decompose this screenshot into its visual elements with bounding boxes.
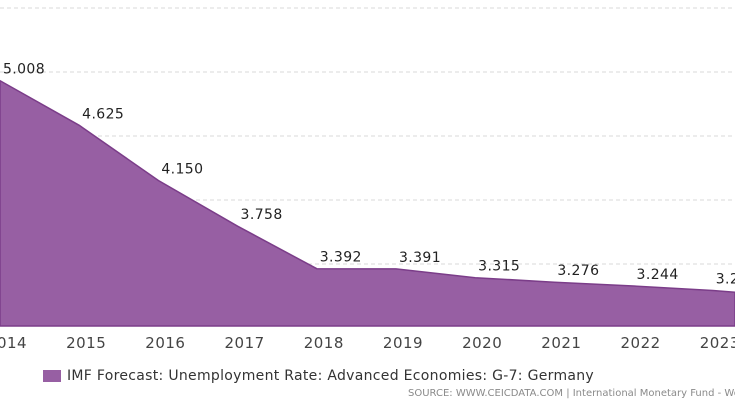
data-label-2020: 3.315 (478, 259, 520, 275)
x-tick-2018: 2018 (304, 334, 344, 352)
source-note: SOURCE: WWW.CEICDATA.COM | International… (408, 388, 735, 399)
data-label-2023: 3.205 (716, 272, 735, 288)
x-tick-2022: 2022 (621, 334, 661, 352)
legend-label: IMF Forecast: Unemployment Rate: Advance… (67, 368, 595, 384)
data-label-2017: 3.758 (241, 207, 283, 223)
data-series (0, 79, 735, 327)
data-label-2022: 3.244 (637, 267, 679, 283)
series-area (0, 79, 735, 327)
data-labels: 5.008 4.625 4.150 3.758 3.392 3.391 3.315 3.276… (3, 62, 735, 288)
x-tick-2016: 2016 (145, 334, 185, 352)
x-tick-2020: 2020 (462, 334, 502, 352)
x-tick-2015: 2015 (66, 334, 106, 352)
x-tick-2019: 2019 (383, 334, 423, 352)
legend[interactable]: IMF Forecast: Unemployment Rate: Advance… (43, 368, 594, 384)
x-tick-2023: 2023 (700, 334, 735, 352)
legend-swatch (43, 370, 61, 382)
data-label-2018: 3.392 (320, 250, 362, 266)
data-label-2015: 4.625 (82, 106, 124, 122)
data-label-2014: 5.008 (3, 62, 45, 78)
x-tick-2021: 2021 (541, 334, 581, 352)
data-label-2016: 4.150 (161, 162, 203, 178)
data-label-2021: 3.276 (557, 263, 599, 279)
x-tick-2017: 2017 (225, 334, 265, 352)
data-label-2019: 3.391 (399, 250, 441, 266)
